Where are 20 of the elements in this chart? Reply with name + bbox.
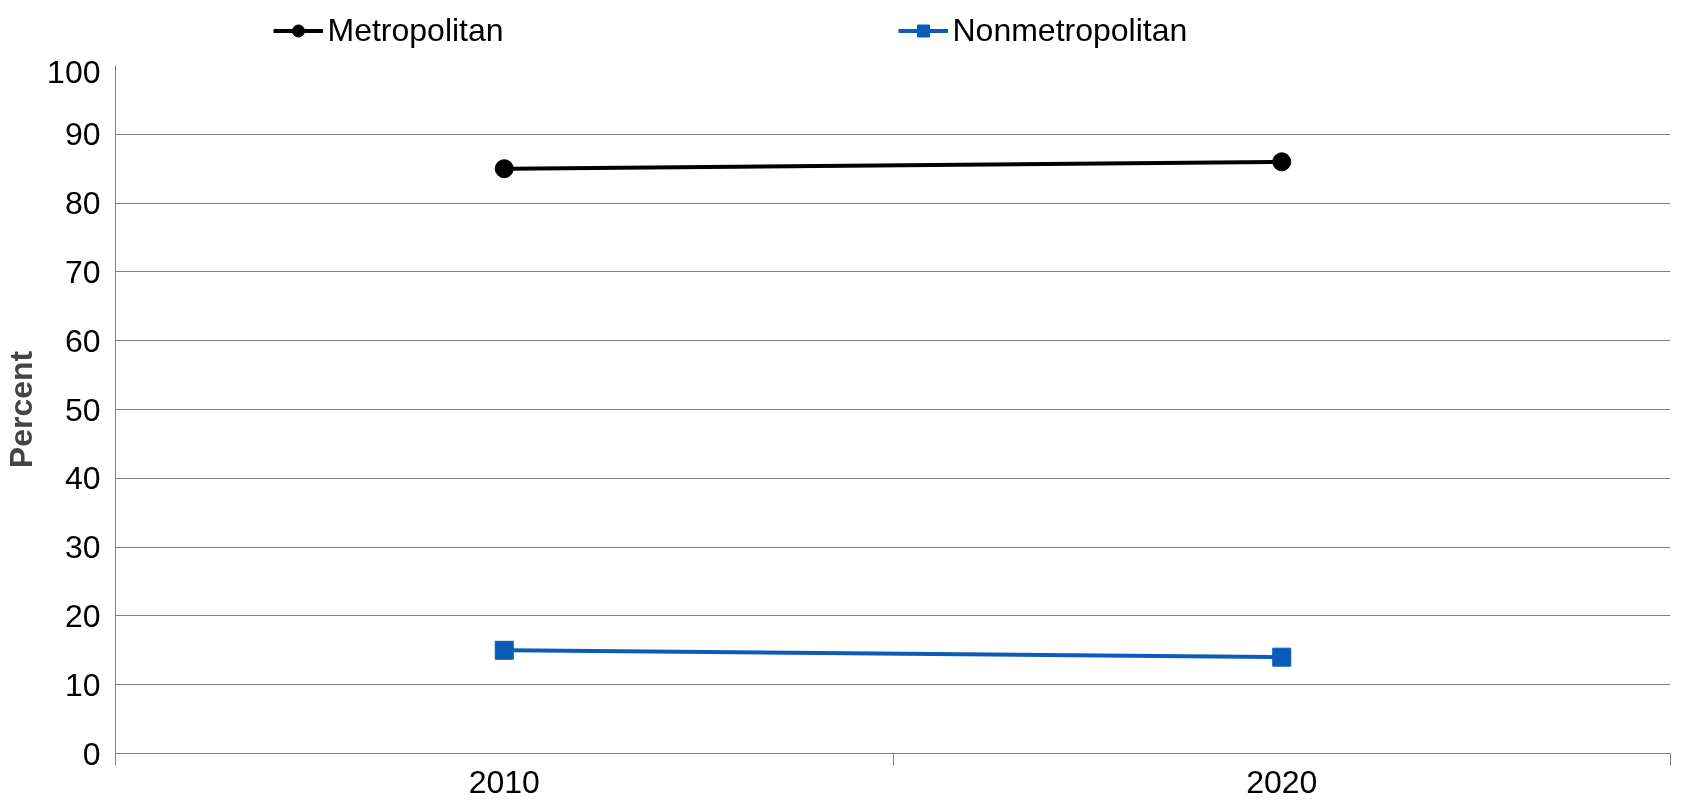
y-tick-label: 60	[64, 322, 101, 359]
x-tick-label: 2020	[1246, 763, 1318, 800]
point	[494, 640, 514, 660]
y-tick-label: 80	[64, 185, 101, 222]
y-tick-label: 50	[64, 391, 101, 428]
x-tick-label: 2010	[468, 763, 540, 800]
y-tick-label: 0	[82, 735, 101, 772]
point	[494, 159, 514, 179]
y-tick-label: 100	[47, 53, 101, 90]
legend-label: Metropolitan	[327, 11, 505, 49]
y-tick-label: 10	[64, 666, 101, 703]
y-tick-label: 20	[64, 597, 101, 634]
legend-label: Nonmetropolitan	[952, 11, 1189, 49]
y-axis-title: Percent	[3, 350, 40, 469]
y-tick-label: 90	[64, 116, 101, 153]
point	[1272, 647, 1292, 667]
point	[1272, 152, 1292, 172]
y-tick-label: 30	[64, 529, 101, 566]
y-tick-label: 40	[64, 460, 101, 497]
y-tick-label: 70	[64, 253, 101, 290]
